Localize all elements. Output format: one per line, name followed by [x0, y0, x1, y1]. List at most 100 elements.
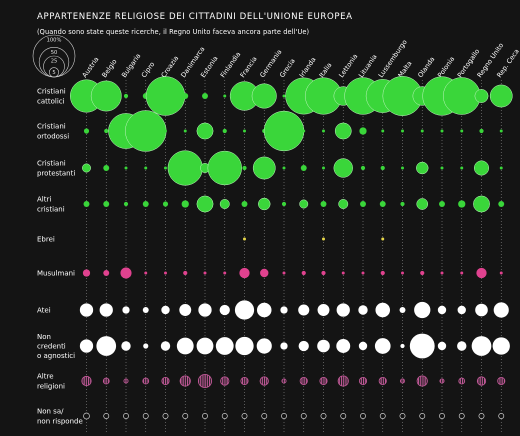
bubble — [460, 129, 464, 133]
bubble — [361, 271, 365, 275]
bubble — [162, 201, 169, 207]
bubble — [142, 201, 149, 207]
row-label: protestanti — [37, 169, 75, 177]
bubble — [457, 305, 466, 315]
chart-title: APPARTENENZE RELIGIOSE DEI CITTADINI DEL… — [37, 12, 353, 22]
bubble — [440, 271, 444, 275]
bubble — [381, 237, 385, 241]
bubble — [336, 339, 351, 353]
bubble — [103, 201, 110, 207]
bubble — [493, 302, 509, 318]
bubble — [281, 378, 287, 384]
bubble — [379, 201, 386, 207]
bubble — [221, 413, 228, 419]
bubble — [234, 300, 255, 320]
bubble — [457, 341, 467, 351]
bubble — [420, 129, 424, 133]
legend-label: 50 — [51, 50, 58, 56]
bubble — [460, 166, 464, 170]
bubble — [182, 93, 189, 99]
bubble — [197, 373, 213, 389]
country-label: Italia — [318, 61, 334, 79]
bubble — [300, 413, 307, 419]
bubble — [235, 336, 254, 356]
bubble — [458, 413, 465, 419]
bubble — [400, 343, 405, 349]
bubble — [96, 336, 117, 356]
bubble — [341, 271, 345, 275]
bubble — [380, 165, 385, 171]
bubble — [282, 166, 286, 170]
bubble — [416, 198, 429, 210]
bubble — [440, 166, 444, 170]
bubble — [164, 166, 167, 170]
bubble — [203, 271, 207, 275]
bubble — [102, 377, 110, 385]
bubble — [222, 128, 227, 134]
bubble — [280, 306, 288, 314]
bubble — [142, 413, 149, 419]
bubble — [333, 158, 353, 178]
bubble — [317, 304, 330, 316]
bubble — [79, 339, 94, 353]
bubble — [121, 341, 131, 351]
country-label: Cipro — [140, 60, 156, 79]
bubble — [183, 270, 188, 276]
bubble — [81, 375, 92, 387]
bubble — [103, 165, 110, 171]
bubble — [145, 76, 186, 116]
bubble — [298, 304, 310, 316]
bubble — [458, 377, 466, 385]
bubble — [207, 150, 242, 186]
bubble — [416, 375, 428, 387]
row-label: Musulmani — [37, 270, 75, 278]
bubble — [223, 94, 227, 98]
bubble — [144, 166, 148, 170]
bubble — [215, 337, 234, 355]
bubble — [176, 337, 194, 355]
bubble — [241, 413, 248, 419]
bubble — [322, 129, 325, 133]
bubble — [167, 150, 203, 186]
bubble — [322, 237, 325, 241]
bubble — [123, 201, 129, 207]
bubble — [479, 128, 484, 134]
bubble — [83, 201, 90, 207]
bubble — [360, 201, 366, 207]
country-label: Francia — [239, 55, 259, 79]
bubble — [196, 122, 214, 140]
bubble — [202, 93, 208, 99]
row-label: cristiani — [37, 205, 65, 213]
bubble — [476, 267, 487, 279]
bubble — [120, 267, 132, 279]
bubble — [243, 237, 246, 241]
bubble — [103, 270, 110, 276]
bubble — [219, 199, 230, 209]
bubble — [359, 127, 367, 135]
bubble — [474, 89, 489, 103]
bubble — [123, 413, 129, 419]
bubble — [161, 305, 170, 315]
legend-circle — [49, 67, 59, 78]
country-label: Grecia — [278, 57, 297, 79]
bubble — [439, 378, 445, 384]
bubble — [336, 303, 350, 317]
country-label: Olanda — [416, 55, 436, 79]
row-label: Cristiani — [37, 160, 66, 168]
bubble — [320, 413, 327, 419]
bubble — [281, 201, 287, 207]
bubble — [409, 333, 435, 359]
bubble — [375, 302, 391, 318]
bubble — [381, 129, 385, 133]
bubble — [439, 413, 445, 419]
bubble — [299, 199, 309, 209]
bubble — [439, 201, 445, 207]
bubble — [196, 195, 214, 213]
bubble — [378, 376, 387, 386]
bubble — [243, 129, 246, 133]
bubble — [317, 339, 330, 353]
bubble — [340, 413, 347, 419]
bubble — [260, 268, 269, 278]
bubble — [320, 201, 327, 207]
